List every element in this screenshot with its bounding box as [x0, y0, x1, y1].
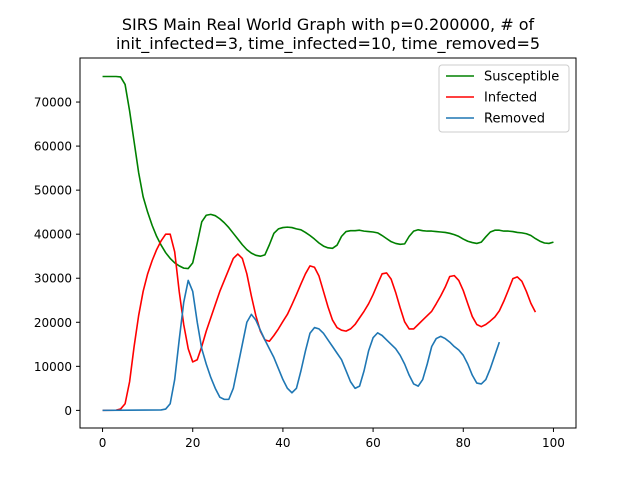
legend-label-susceptible: Susceptible: [484, 70, 559, 85]
x-tick-label: 80: [456, 436, 471, 450]
chart-title: SIRS Main Real World Graph with p=0.2000…: [122, 15, 535, 34]
y-tick-label: 60000: [34, 140, 72, 154]
y-tick-label: 20000: [34, 316, 72, 330]
x-tick-label: 40: [275, 436, 290, 450]
y-tick-label: 30000: [34, 272, 72, 286]
x-tick-label: 0: [99, 436, 107, 450]
x-tick-label: 60: [365, 436, 380, 450]
y-tick-label: 50000: [34, 184, 72, 198]
y-tick-label: 10000: [34, 360, 72, 374]
series-line-removed: [102, 279, 501, 412]
y-tick-label: 40000: [34, 228, 72, 242]
legend-label-removed: Removed: [484, 112, 545, 127]
legend: Susceptible Infected Removed: [438, 64, 570, 133]
series-lines: [102, 75, 554, 412]
chart-title-line2: init_infected=3, time_infected=10, time_…: [116, 34, 540, 54]
x-tick-label: 20: [185, 436, 200, 450]
x-tick-label: 100: [542, 436, 565, 450]
y-tick-label: 70000: [34, 96, 72, 110]
legend-box: [438, 64, 570, 133]
series-line-susceptible: [102, 75, 554, 270]
axis-ticks: 0 20 40 60 80 100 0 10000 20000 30000 40000 50000 60…: [34, 96, 565, 450]
legend-label-infected: Infected: [484, 91, 537, 106]
plot-frame: [79, 57, 577, 429]
y-tick-label: 0: [64, 404, 72, 418]
